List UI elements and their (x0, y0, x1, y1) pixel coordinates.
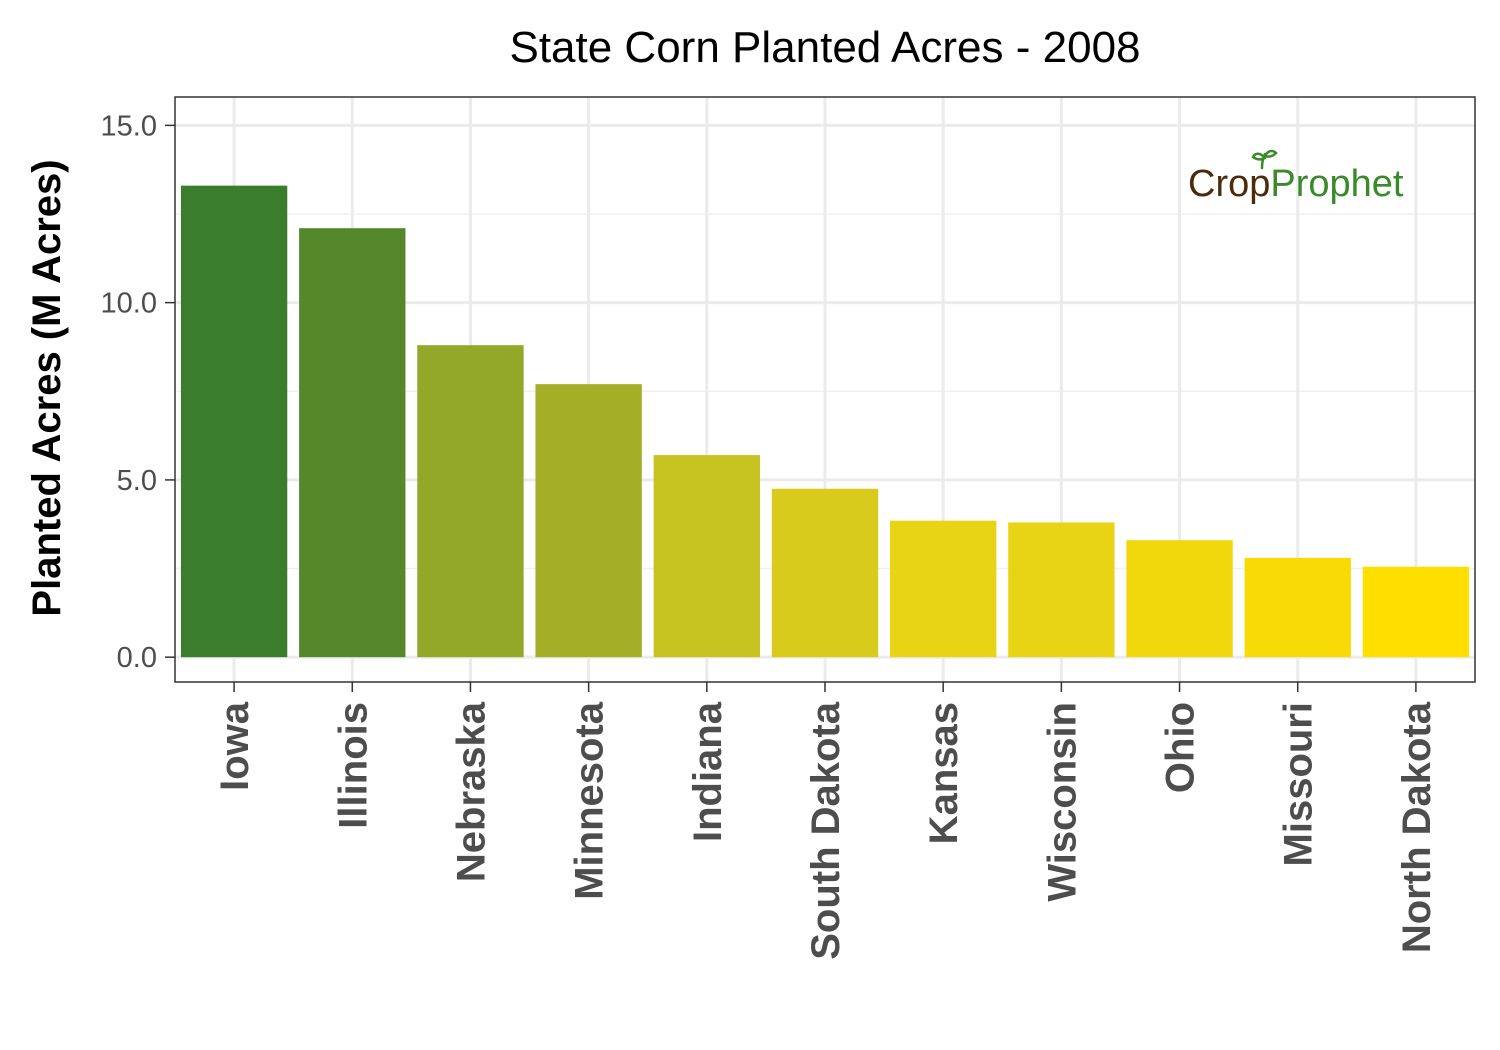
x-tick-label: North Dakota (1395, 701, 1439, 953)
x-tick-label: Wisconsin (1040, 702, 1084, 902)
bar-ohio (1126, 540, 1233, 658)
y-tick-label: 10.0 (101, 288, 157, 320)
cropprophet-logo: CropProphet (1188, 163, 1404, 205)
y-axis-label: Planted Acres (M Acres) (25, 159, 69, 616)
x-tick-label: Ohio (1159, 702, 1203, 793)
logo-prophet-text: Prophet (1270, 163, 1404, 205)
logo-crop-text: Cr (1188, 163, 1228, 205)
x-tick-label: Iowa (213, 701, 257, 791)
x-tick-label: South Dakota (804, 701, 848, 960)
bar-south-dakota (771, 488, 879, 658)
bar-wisconsin (1008, 522, 1115, 658)
y-tick-label: 15.0 (101, 110, 157, 142)
x-tick-label: Indiana (686, 701, 730, 842)
bar-kansas (890, 520, 997, 658)
bar-north-dakota (1362, 566, 1470, 658)
y-axis-ticks: 0.0 5.0 10.0 15.0 (101, 110, 175, 674)
logo-o-letter: o (1228, 163, 1249, 205)
x-tick-label: Missouri (1277, 702, 1321, 866)
bar-iowa (180, 185, 288, 658)
logo-p-letter: p (1249, 163, 1270, 205)
bars (180, 185, 1470, 658)
sprout-icon (1251, 149, 1278, 170)
chart-title: State Corn Planted Acres - 2008 (509, 23, 1140, 72)
x-tick-label: Minnesota (568, 701, 612, 900)
x-axis-ticks: Iowa Illinois Nebraska Minnesota Indiana Sout… (213, 682, 1439, 960)
x-tick-label: Illinois (331, 702, 375, 829)
y-tick-label: 5.0 (117, 465, 157, 497)
x-tick-label: Nebraska (449, 701, 493, 882)
bar-indiana (653, 455, 760, 658)
bar-minnesota (535, 384, 642, 658)
bar-nebraska (417, 345, 524, 658)
bar-missouri (1244, 557, 1351, 658)
x-tick-label: Kansas (922, 702, 966, 844)
bar-illinois (299, 228, 406, 658)
y-tick-label: 0.0 (117, 642, 157, 674)
